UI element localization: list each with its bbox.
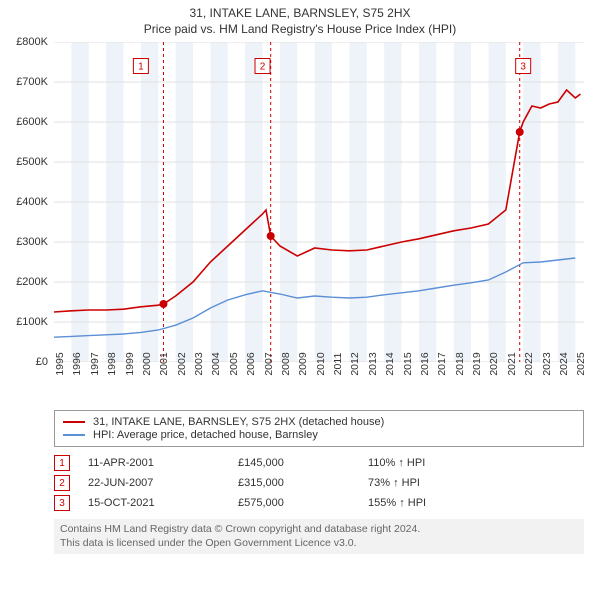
footer-line2: This data is licensed under the Open Gov… (60, 537, 578, 551)
plot-region: 1 2 3 (54, 42, 584, 362)
legend-swatch (63, 434, 85, 436)
y-tick-label: £600K (16, 116, 48, 128)
events-table: 1 11-APR-2001£145,000110% ↑ HPI 2 22-JUN-20… (54, 455, 584, 511)
event-date: 11-APR-2001 (88, 457, 238, 469)
event-hpi: 110% ↑ HPI (368, 457, 425, 469)
legend-item: 31, INTAKE LANE, BARNSLEY, S75 2HX (deta… (63, 416, 575, 428)
y-tick-label: £0 (36, 356, 48, 368)
svg-text:2: 2 (260, 62, 266, 73)
y-tick-label: £800K (16, 36, 48, 48)
event-price: £145,000 (238, 457, 368, 469)
x-tick-label: 2025 (575, 352, 600, 375)
event-price: £315,000 (238, 477, 368, 489)
chart-area: £0£100K£200K£300K£400K£500K£600K£700K£80… (54, 42, 584, 402)
event-number-box: 3 (54, 495, 70, 511)
legend-swatch (63, 421, 85, 423)
svg-text:3: 3 (520, 62, 526, 73)
chart-title: 31, INTAKE LANE, BARNSLEY, S75 2HX (10, 6, 590, 20)
legend-label: 31, INTAKE LANE, BARNSLEY, S75 2HX (deta… (93, 416, 384, 428)
footer-note: Contains HM Land Registry data © Crown c… (54, 519, 584, 554)
svg-text:1: 1 (138, 62, 144, 73)
event-date: 22-JUN-2007 (88, 477, 238, 489)
legend-box: 31, INTAKE LANE, BARNSLEY, S75 2HX (deta… (54, 410, 584, 447)
legend-item: HPI: Average price, detached house, Barn… (63, 429, 575, 441)
chart-subtitle: Price paid vs. HM Land Registry's House … (10, 22, 590, 36)
legend-label: HPI: Average price, detached house, Barn… (93, 429, 318, 441)
y-tick-label: £300K (16, 236, 48, 248)
event-price: £575,000 (238, 497, 368, 509)
y-tick-label: £700K (16, 76, 48, 88)
event-date: 15-OCT-2021 (88, 497, 238, 509)
y-tick-label: £200K (16, 276, 48, 288)
y-axis-labels: £0£100K£200K£300K£400K£500K£600K£700K£80… (6, 42, 52, 362)
event-number-box: 2 (54, 475, 70, 491)
x-axis-labels: 1995199619971998199920002001200220032004… (54, 362, 584, 402)
y-tick-label: £500K (16, 156, 48, 168)
event-number-box: 1 (54, 455, 70, 471)
footer-line1: Contains HM Land Registry data © Crown c… (60, 523, 578, 537)
event-row: 3 15-OCT-2021£575,000155% ↑ HPI (54, 495, 584, 511)
event-hpi: 73% ↑ HPI (368, 477, 420, 489)
y-tick-label: £400K (16, 196, 48, 208)
event-hpi: 155% ↑ HPI (368, 497, 426, 509)
event-row: 2 22-JUN-2007£315,00073% ↑ HPI (54, 475, 584, 491)
event-row: 1 11-APR-2001£145,000110% ↑ HPI (54, 455, 584, 471)
y-tick-label: £100K (16, 316, 48, 328)
